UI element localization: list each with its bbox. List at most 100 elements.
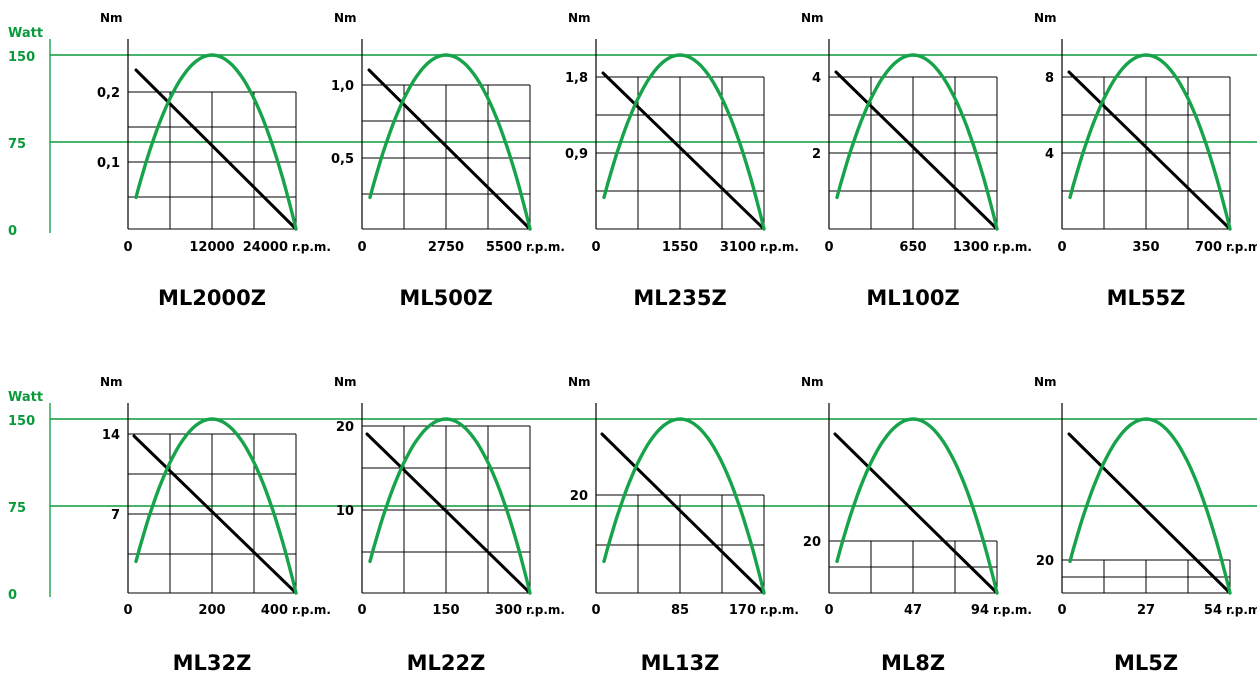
x-axis-unit: r.p.m. xyxy=(760,603,799,617)
power-curve xyxy=(835,53,999,231)
x-tick-label: 3100 xyxy=(720,240,756,255)
power-curve xyxy=(134,53,298,231)
chart-title: ML5Z xyxy=(1114,651,1178,675)
y-tick-label: 4 xyxy=(1045,147,1054,162)
x-axis-unit: r.p.m. xyxy=(526,603,565,617)
torque-line xyxy=(132,434,298,595)
x-tick-label: 150 xyxy=(432,603,459,618)
chart-title: ML32Z xyxy=(173,651,252,675)
chart-panel-ml235z: Nm 1,8 0,9 0 1550 3100 r.p.m. ML235Z xyxy=(565,11,799,310)
x-tick-label: 24000 xyxy=(243,240,288,255)
y-axis-label: Nm xyxy=(801,11,824,25)
torque-line xyxy=(1067,432,1232,595)
chart-title: ML55Z xyxy=(1107,286,1186,310)
watt-tick-label: 0 xyxy=(8,588,17,603)
x-tick-label: 54 xyxy=(1204,603,1222,618)
chart-title: ML2000Z xyxy=(158,286,266,310)
x-axis-unit: r.p.m. xyxy=(1226,603,1257,617)
power-curve xyxy=(1068,53,1232,231)
y-axis-label: Nm xyxy=(334,375,357,389)
x-tick-label: 0 xyxy=(824,240,833,255)
watt-axis-row-1: Watt 150 75 0 xyxy=(8,26,1257,239)
power-curve xyxy=(134,417,298,595)
y-tick-label: 14 xyxy=(102,428,120,443)
y-tick-label: 7 xyxy=(111,508,120,523)
y-axis-label: Nm xyxy=(334,11,357,25)
power-curve xyxy=(835,417,999,595)
x-tick-label: 170 xyxy=(729,603,756,618)
x-tick-label: 1300 xyxy=(953,240,989,255)
x-tick-label: 1550 xyxy=(662,240,698,255)
torque-line xyxy=(365,432,532,595)
y-tick-label: 8 xyxy=(1045,71,1054,86)
y-tick-label: 4 xyxy=(812,71,821,86)
x-tick-label: 0 xyxy=(1057,240,1066,255)
watt-tick-label: 150 xyxy=(8,50,35,65)
torque-line xyxy=(1067,70,1232,231)
y-tick-label: 0,1 xyxy=(97,156,120,171)
y-axis-label: Nm xyxy=(1034,375,1057,389)
torque-line xyxy=(134,68,298,231)
torque-line xyxy=(367,68,532,231)
power-curve xyxy=(602,53,766,231)
power-curve xyxy=(1068,417,1232,595)
x-tick-label: 27 xyxy=(1137,603,1155,618)
chart-title: ML235Z xyxy=(633,286,726,310)
watt-axis-label: Watt xyxy=(8,390,43,405)
x-tick-label: 0 xyxy=(357,240,366,255)
y-tick-label: 0,9 xyxy=(565,147,588,162)
chart-panel-ml100z: Nm 4 2 0 650 1300 r.p.m. ML100Z xyxy=(801,11,1032,310)
x-axis-unit: r.p.m. xyxy=(1226,240,1257,254)
chart-title: ML13Z xyxy=(641,651,720,675)
chart-title: ML22Z xyxy=(407,651,486,675)
y-tick-label: 20 xyxy=(570,489,588,504)
chart-panel-ml13z: Nm 20 0 85 170 r.p.m. ML13Z xyxy=(568,375,799,675)
chart-panel-ml5z: Nm 20 0 27 54 r.p.m. ML5Z xyxy=(1034,375,1257,675)
x-tick-label: 47 xyxy=(904,603,922,618)
torque-line xyxy=(834,70,999,231)
chart-title: ML500Z xyxy=(399,286,492,310)
x-axis-unit: r.p.m. xyxy=(526,240,565,254)
watt-tick-label: 150 xyxy=(8,414,35,429)
y-tick-label: 1,8 xyxy=(565,71,588,86)
y-tick-label: 0,2 xyxy=(97,86,120,101)
y-axis-label: Nm xyxy=(1034,11,1057,25)
chart-panel-ml55z: Nm 8 4 0 350 700 r.p.m. ML55Z xyxy=(1034,11,1257,310)
x-axis-unit: r.p.m. xyxy=(993,603,1032,617)
power-curve xyxy=(368,417,532,595)
y-tick-label: 0,5 xyxy=(331,152,354,167)
y-tick-label: 2 xyxy=(812,147,821,162)
x-tick-label: 700 xyxy=(1195,240,1222,255)
power-curve xyxy=(368,53,532,231)
x-axis-unit: r.p.m. xyxy=(993,240,1032,254)
y-tick-label: 20 xyxy=(1036,554,1054,569)
y-tick-label: 1,0 xyxy=(331,79,354,94)
x-tick-label: 2750 xyxy=(428,240,464,255)
x-tick-label: 0 xyxy=(357,603,366,618)
chart-title: ML100Z xyxy=(866,286,959,310)
x-tick-label: 5500 xyxy=(486,240,522,255)
y-axis-label: Nm xyxy=(568,375,591,389)
y-axis-label: Nm xyxy=(568,11,591,25)
x-tick-label: 85 xyxy=(671,603,689,618)
torque-line xyxy=(833,432,999,595)
y-tick-label: 10 xyxy=(336,504,354,519)
chart-panel-ml8z: Nm 20 0 47 94 r.p.m. ML8Z xyxy=(801,375,1032,675)
x-tick-label: 0 xyxy=(591,603,600,618)
x-tick-label: 300 xyxy=(495,603,522,618)
y-tick-label: 20 xyxy=(803,535,821,550)
chart-panel-ml22z: Nm 20 10 0 150 300 r.p.m. ML22Z xyxy=(334,375,565,675)
power-curve xyxy=(602,417,766,595)
y-tick-label: 20 xyxy=(336,420,354,435)
chart-panel-ml2000z: Nm 0,2 0,1 0 12000 24000 r.p.m. ML2000Z xyxy=(97,11,331,310)
watt-tick-label: 0 xyxy=(8,224,17,239)
x-tick-label: 94 xyxy=(971,603,989,618)
x-tick-label: 200 xyxy=(198,603,225,618)
x-tick-label: 0 xyxy=(123,603,132,618)
x-tick-label: 400 xyxy=(261,603,288,618)
x-axis-unit: r.p.m. xyxy=(760,240,799,254)
watt-tick-label: 75 xyxy=(8,137,26,152)
x-axis-unit: r.p.m. xyxy=(292,603,331,617)
x-tick-label: 12000 xyxy=(189,240,234,255)
